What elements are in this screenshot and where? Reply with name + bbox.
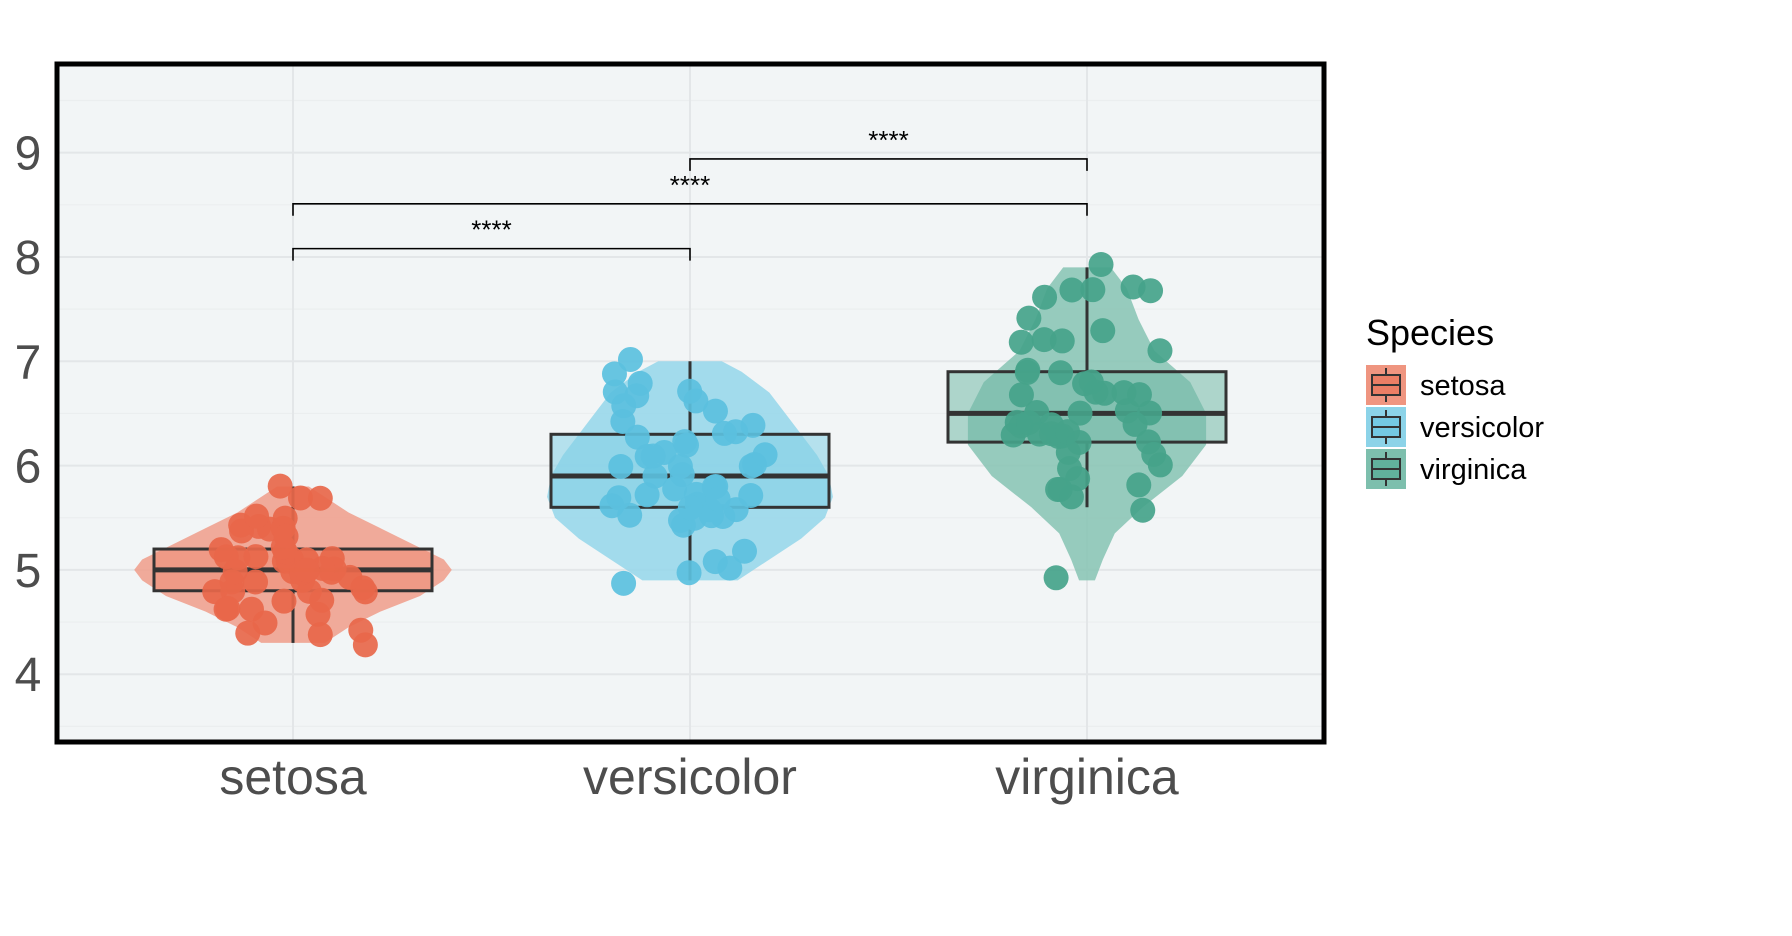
point-setosa [287,485,313,511]
y-tick-label: 5 [15,545,42,598]
point-setosa [271,588,297,614]
x-axis: setosa versicolor virginica [219,749,1179,805]
legend-item-versicolor: versicolor [1366,407,1544,447]
point-setosa [215,596,241,622]
bracket-line [292,247,691,261]
point-virginica [1059,277,1085,303]
point-virginica [1066,429,1092,455]
point-versicolor [606,485,632,511]
point-versicolor [702,398,728,424]
point-versicolor [677,495,703,521]
comparison-setosa-virginica: **** [292,170,1088,216]
point-virginica [1014,359,1040,385]
significance-label: **** [670,170,710,200]
point-virginica [1147,338,1173,364]
point-virginica [1114,398,1140,424]
point-virginica [1048,360,1074,386]
point-virginica [1031,327,1057,353]
comparison-setosa-versicolor: **** [292,215,691,261]
point-virginica [1016,305,1042,331]
comparison-versicolor-virginica: **** [689,125,1088,171]
point-versicolor [624,424,650,450]
x-tick-label: virginica [995,749,1179,805]
legend-label: virginica [1420,454,1527,486]
point-versicolor [723,419,749,445]
point-versicolor [642,463,668,489]
x-tick-label: versicolor [583,749,797,805]
point-virginica [1088,251,1114,277]
point-setosa [267,473,293,499]
point-setosa [222,559,248,585]
legend-item-virginica: virginica [1366,449,1527,489]
legend-item-setosa: setosa [1366,365,1506,405]
point-setosa [244,503,270,529]
point-versicolor [608,453,634,479]
y-tick-label: 9 [15,128,42,181]
point-setosa [294,557,320,583]
point-versicolor [640,443,666,469]
point-versicolor [732,538,758,564]
point-versicolor [738,482,764,508]
plot-border [54,61,1327,745]
point-setosa [272,505,298,531]
legend-label: setosa [1420,370,1506,402]
point-versicolor [611,570,637,596]
point-virginica [1091,380,1117,406]
point-virginica [1090,318,1116,344]
point-setosa [273,523,299,549]
jitter-points [202,251,1173,658]
significance-label: **** [868,125,908,155]
point-versicolor [617,346,643,372]
significance-brackets: **** **** **** [292,125,1088,261]
point-versicolor [602,379,628,405]
point-virginica [1126,472,1152,498]
point-versicolor [672,429,698,455]
point-setosa [307,622,333,648]
significance-label: **** [471,215,511,245]
y-tick-label: 8 [15,232,42,285]
point-setosa [208,537,234,563]
point-versicolor [705,486,731,512]
panel-border [54,61,1327,745]
y-tick-label: 7 [15,336,42,389]
point-virginica [1067,400,1093,426]
x-tick-label: setosa [219,749,367,805]
point-setosa [309,587,335,613]
point-virginica [1120,274,1146,300]
point-setosa [235,620,261,646]
point-setosa [202,579,228,605]
point-versicolor [676,560,702,586]
y-tick-label: 4 [15,649,42,702]
y-tick-label: 6 [15,441,42,494]
point-virginica [1008,382,1034,408]
legend-title: Species [1366,312,1494,353]
point-setosa [243,569,269,595]
legend-label: versicolor [1420,412,1544,444]
point-setosa [307,485,333,511]
point-virginica [1043,565,1069,591]
point-virginica [1080,277,1106,303]
point-setosa [243,544,269,570]
point-virginica [1008,329,1034,355]
point-versicolor [702,549,728,575]
bracket-line [292,202,1088,216]
point-versicolor [634,482,660,508]
point-virginica [1130,497,1156,523]
point-virginica [1147,452,1173,478]
point-virginica [1032,284,1058,310]
point-virginica [1065,466,1091,492]
point-versicolor [677,378,703,404]
point-setosa [348,617,374,643]
bracket-line [689,158,1088,171]
y-axis: 4 5 6 7 8 9 [15,128,42,703]
point-versicolor [752,442,778,468]
point-virginica [1049,328,1075,354]
point-virginica [1016,410,1042,436]
point-versicolor [601,361,627,387]
point-versicolor [667,453,693,479]
point-versicolor [627,370,653,396]
point-setosa [337,564,363,590]
legend: Species setosa versicolor virginica [1366,312,1544,489]
